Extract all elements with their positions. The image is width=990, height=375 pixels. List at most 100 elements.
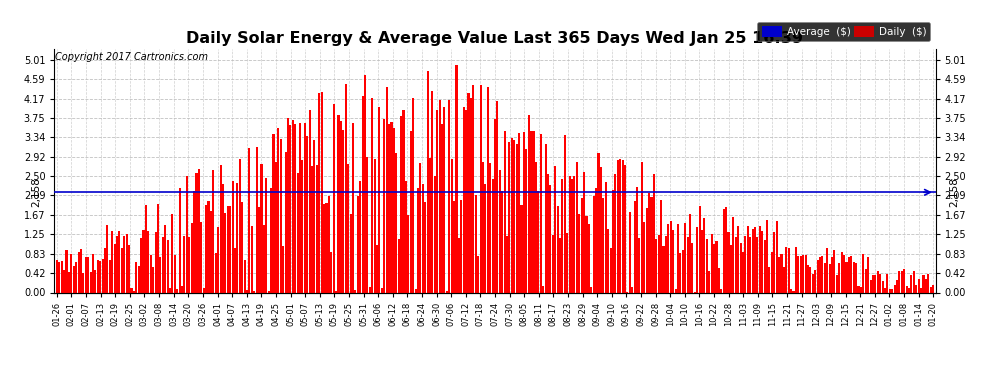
Bar bbox=[533, 131, 535, 292]
Bar bbox=[593, 195, 595, 292]
Bar bbox=[304, 123, 306, 292]
Bar bbox=[831, 257, 833, 292]
Bar bbox=[366, 157, 368, 292]
Bar bbox=[778, 257, 780, 292]
Bar bbox=[906, 286, 908, 292]
Bar bbox=[918, 279, 920, 292]
Bar bbox=[479, 85, 481, 292]
Bar bbox=[157, 204, 159, 292]
Bar bbox=[217, 227, 219, 292]
Bar bbox=[68, 272, 70, 292]
Bar bbox=[607, 229, 609, 292]
Bar bbox=[913, 271, 915, 292]
Bar bbox=[301, 160, 303, 292]
Bar bbox=[839, 263, 841, 292]
Bar bbox=[232, 181, 234, 292]
Bar bbox=[894, 285, 896, 292]
Bar bbox=[141, 238, 143, 292]
Bar bbox=[343, 130, 345, 292]
Bar bbox=[225, 213, 227, 292]
Bar bbox=[605, 182, 607, 292]
Bar bbox=[738, 226, 740, 292]
Bar bbox=[234, 248, 236, 292]
Bar bbox=[869, 280, 871, 292]
Bar bbox=[294, 124, 296, 292]
Bar bbox=[723, 209, 725, 292]
Bar bbox=[836, 275, 838, 292]
Bar bbox=[872, 274, 874, 292]
Bar bbox=[265, 178, 267, 292]
Bar bbox=[282, 246, 284, 292]
Bar bbox=[123, 236, 126, 292]
Bar bbox=[166, 240, 168, 292]
Bar bbox=[371, 98, 373, 292]
Bar bbox=[817, 260, 819, 292]
Bar bbox=[797, 256, 799, 292]
Bar bbox=[581, 198, 583, 292]
Bar bbox=[178, 188, 180, 292]
Bar bbox=[884, 288, 886, 292]
Bar bbox=[393, 128, 395, 292]
Bar bbox=[287, 118, 289, 292]
Bar bbox=[867, 257, 869, 292]
Bar bbox=[636, 187, 639, 292]
Bar bbox=[212, 170, 215, 292]
Bar bbox=[916, 285, 918, 292]
Bar bbox=[347, 164, 349, 292]
Bar bbox=[773, 232, 775, 292]
Bar bbox=[602, 198, 604, 292]
Bar bbox=[92, 254, 94, 292]
Bar bbox=[543, 286, 545, 292]
Bar bbox=[583, 172, 585, 292]
Bar bbox=[72, 266, 74, 292]
Bar bbox=[629, 212, 631, 292]
Bar bbox=[644, 222, 645, 292]
Bar bbox=[247, 290, 248, 292]
Bar bbox=[795, 247, 797, 292]
Bar bbox=[827, 248, 829, 292]
Bar bbox=[749, 237, 751, 292]
Bar bbox=[97, 260, 99, 292]
Bar bbox=[244, 260, 246, 292]
Bar bbox=[253, 291, 255, 292]
Bar bbox=[660, 200, 662, 292]
Bar bbox=[802, 255, 804, 292]
Bar bbox=[149, 255, 151, 292]
Bar bbox=[785, 248, 787, 292]
Bar bbox=[472, 85, 474, 292]
Bar bbox=[80, 249, 82, 292]
Bar bbox=[284, 152, 286, 292]
Bar bbox=[215, 253, 217, 292]
Bar bbox=[272, 134, 274, 292]
Bar bbox=[754, 227, 756, 292]
Bar bbox=[395, 153, 397, 292]
Bar bbox=[183, 236, 185, 292]
Bar bbox=[615, 174, 617, 292]
Bar bbox=[925, 279, 927, 292]
Bar bbox=[733, 217, 735, 292]
Bar bbox=[494, 119, 496, 292]
Bar bbox=[516, 144, 518, 292]
Text: Copyright 2017 Cartronics.com: Copyright 2017 Cartronics.com bbox=[55, 53, 208, 62]
Bar bbox=[99, 261, 101, 292]
Bar bbox=[248, 148, 250, 292]
Bar bbox=[229, 206, 232, 292]
Bar bbox=[744, 236, 746, 292]
Bar bbox=[87, 257, 89, 292]
Bar bbox=[448, 100, 450, 292]
Bar bbox=[788, 248, 790, 292]
Bar bbox=[323, 204, 325, 292]
Bar bbox=[161, 237, 163, 292]
Bar bbox=[267, 291, 269, 292]
Bar bbox=[145, 205, 147, 292]
Bar bbox=[263, 225, 265, 292]
Bar bbox=[381, 288, 383, 292]
Bar bbox=[191, 224, 193, 292]
Bar bbox=[585, 216, 587, 292]
Bar bbox=[783, 267, 785, 292]
Bar bbox=[742, 252, 743, 292]
Bar bbox=[492, 179, 494, 292]
Bar bbox=[316, 165, 318, 292]
Bar bbox=[109, 260, 111, 292]
Bar bbox=[563, 135, 566, 292]
